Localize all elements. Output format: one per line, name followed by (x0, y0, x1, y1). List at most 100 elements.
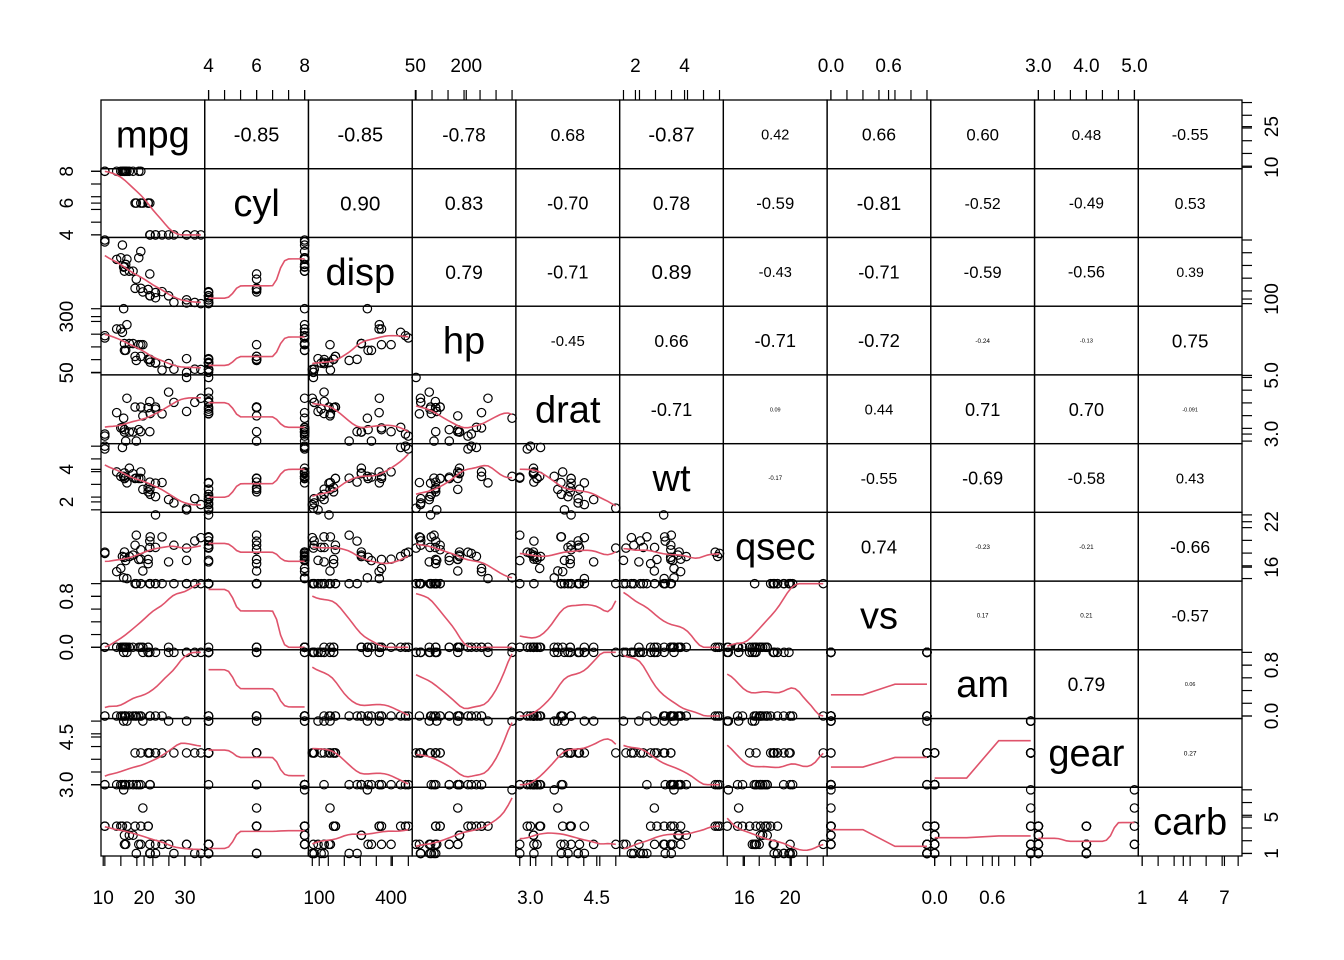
smoother-line (726, 817, 824, 852)
data-point (452, 426, 463, 437)
data-point (429, 711, 439, 721)
smoother-line (312, 546, 409, 565)
data-point (145, 484, 155, 494)
data-point (559, 555, 570, 566)
data-point (251, 779, 262, 790)
data-point (111, 407, 122, 418)
data-point (658, 510, 669, 520)
data-point (588, 716, 599, 726)
data-point (111, 642, 122, 653)
data-point (566, 473, 576, 484)
data-point (145, 711, 156, 721)
data-point (313, 716, 323, 726)
data-point (659, 642, 669, 653)
data-point (330, 748, 341, 758)
data-point (556, 578, 567, 589)
data-point (400, 711, 411, 721)
smoother-line (519, 600, 617, 639)
data-point (376, 423, 387, 433)
tick-label-qsec: 16 (734, 888, 755, 909)
data-point (669, 716, 679, 726)
data-point (118, 303, 129, 314)
smoother-line (208, 588, 305, 649)
variable-label-vs: vs (860, 595, 898, 637)
data-point (425, 510, 436, 520)
smoother-line (208, 668, 305, 708)
smoother-line (104, 333, 201, 369)
correlation-gear-carb: 0.27 (1184, 750, 1197, 757)
data-point (251, 477, 262, 487)
data-point (356, 830, 367, 841)
data-point (136, 467, 146, 477)
data-point (723, 647, 734, 658)
panel-border-am-disp (307, 649, 413, 720)
data-point (415, 393, 426, 404)
scatter-panel-vs-vs-mpg (100, 578, 206, 653)
data-point (145, 290, 155, 301)
data-point (122, 647, 132, 658)
data-point (466, 548, 477, 559)
panel-border-qsec-wt (618, 511, 725, 582)
smoother-line (415, 592, 513, 649)
data-point (1129, 803, 1140, 813)
data-point (549, 647, 560, 658)
data-point (579, 716, 590, 726)
smoother-line (726, 744, 824, 769)
data-point (111, 324, 122, 334)
tick-label-vs: 0.6 (875, 56, 901, 77)
correlation-cyl-vs: -0.81 (857, 193, 901, 215)
data-point (203, 555, 214, 566)
scatter-panel-disp-vs-cyl (203, 235, 310, 309)
data-point (514, 839, 525, 850)
data-point (251, 530, 262, 541)
data-point (675, 642, 686, 653)
data-point (784, 748, 794, 758)
variable-label-am: am (956, 664, 1009, 706)
data-point (150, 647, 161, 658)
data-point (532, 711, 542, 721)
panel-border-vs-disp (307, 580, 413, 651)
data-point (772, 848, 783, 859)
data-point (138, 642, 148, 653)
data-point (330, 473, 341, 484)
data-point (362, 572, 373, 583)
correlation-wt-carb: 0.43 (1176, 471, 1204, 487)
data-point (772, 821, 783, 831)
data-point (435, 473, 445, 484)
data-point (452, 711, 463, 721)
smoother-line (519, 651, 616, 717)
data-point (362, 303, 373, 314)
data-point (203, 396, 214, 407)
data-point (659, 821, 669, 831)
data-point (642, 578, 652, 589)
data-point (525, 441, 536, 451)
data-point (573, 493, 583, 504)
data-point (507, 413, 517, 424)
data-point (430, 578, 441, 589)
data-point (352, 426, 362, 437)
variable-label-drat: drat (535, 389, 601, 431)
data-point (319, 578, 330, 589)
data-point (588, 494, 599, 505)
data-point (476, 779, 487, 790)
data-point (117, 240, 128, 250)
variable-label-qsec: qsec (735, 527, 815, 569)
smoother-line (208, 749, 305, 777)
panel-border-drat-cyl (204, 374, 310, 445)
data-point (130, 283, 140, 294)
data-point (430, 821, 441, 831)
data-point (122, 393, 132, 404)
panel-border-carb-am (930, 786, 1036, 857)
data-point (658, 711, 669, 721)
correlation-vs-gear: 0.21 (1080, 613, 1093, 620)
data-point (665, 748, 676, 758)
data-point (136, 821, 146, 831)
smoother-line (830, 756, 927, 768)
data-point (826, 748, 836, 758)
data-point (424, 647, 435, 658)
data-point (629, 748, 639, 758)
data-point (563, 491, 573, 502)
data-point (136, 554, 146, 565)
data-point (324, 478, 334, 488)
data-point (507, 471, 517, 482)
